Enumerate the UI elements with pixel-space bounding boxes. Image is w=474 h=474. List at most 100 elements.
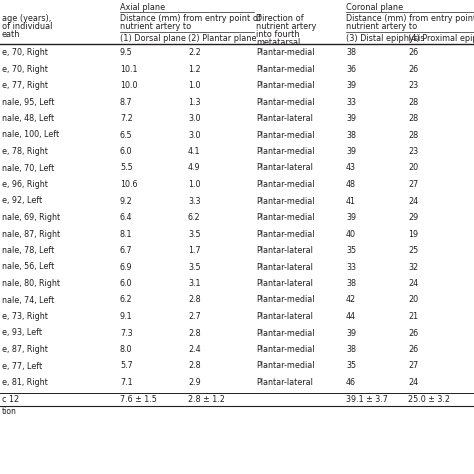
Text: Plantar-lateral: Plantar-lateral	[256, 246, 313, 255]
Text: 9.5: 9.5	[120, 48, 133, 57]
Text: 39: 39	[346, 147, 356, 156]
Text: Plantar-medial: Plantar-medial	[256, 328, 315, 337]
Text: into fourth: into fourth	[256, 30, 300, 39]
Text: e, 93, Left: e, 93, Left	[2, 328, 42, 337]
Text: 3.5: 3.5	[188, 229, 201, 238]
Text: Plantar-medial: Plantar-medial	[256, 98, 315, 107]
Text: Plantar-medial: Plantar-medial	[256, 213, 315, 222]
Text: 1.0: 1.0	[188, 180, 201, 189]
Text: Plantar-medial: Plantar-medial	[256, 345, 315, 354]
Text: 39: 39	[346, 114, 356, 123]
Text: Plantar-medial: Plantar-medial	[256, 295, 315, 304]
Text: nutrient artery: nutrient artery	[256, 22, 316, 31]
Text: 2.8: 2.8	[188, 295, 201, 304]
Text: 6.0: 6.0	[120, 147, 133, 156]
Text: nale, 69, Right: nale, 69, Right	[2, 213, 60, 222]
Text: Plantar-medial: Plantar-medial	[256, 48, 315, 57]
Text: 5.5: 5.5	[120, 164, 133, 173]
Text: nale, 70, Left: nale, 70, Left	[2, 164, 54, 173]
Text: 39: 39	[346, 81, 356, 90]
Text: 26: 26	[408, 48, 418, 57]
Text: Plantar-medial: Plantar-medial	[256, 81, 315, 90]
Text: 3.3: 3.3	[188, 197, 201, 206]
Text: 6.0: 6.0	[120, 279, 133, 288]
Text: 8.0: 8.0	[120, 345, 133, 354]
Text: 6.5: 6.5	[120, 130, 133, 139]
Text: nale, 87, Right: nale, 87, Right	[2, 229, 60, 238]
Text: Plantar-medial: Plantar-medial	[256, 180, 315, 189]
Text: 4.9: 4.9	[188, 164, 201, 173]
Text: 24: 24	[408, 197, 418, 206]
Text: e, 78, Right: e, 78, Right	[2, 147, 48, 156]
Text: 2.8 ± 1.2: 2.8 ± 1.2	[188, 394, 225, 403]
Text: Plantar-lateral: Plantar-lateral	[256, 164, 313, 173]
Text: 38: 38	[346, 48, 356, 57]
Text: 7.2: 7.2	[120, 114, 133, 123]
Text: 27: 27	[408, 362, 418, 371]
Text: 24: 24	[408, 378, 418, 387]
Text: e, 87, Right: e, 87, Right	[2, 345, 48, 354]
Text: 20: 20	[408, 295, 418, 304]
Text: 4.1: 4.1	[188, 147, 201, 156]
Text: 33: 33	[346, 98, 356, 107]
Text: 8.1: 8.1	[120, 229, 133, 238]
Text: e, 70, Right: e, 70, Right	[2, 48, 48, 57]
Text: 42: 42	[346, 295, 356, 304]
Text: nale, 100, Left: nale, 100, Left	[2, 130, 59, 139]
Text: 21: 21	[408, 312, 418, 321]
Text: 26: 26	[408, 345, 418, 354]
Text: 2.2: 2.2	[188, 48, 201, 57]
Text: nutrient artery to: nutrient artery to	[346, 22, 417, 31]
Text: 10.1: 10.1	[120, 64, 137, 73]
Text: e, 81, Right: e, 81, Right	[2, 378, 48, 387]
Text: nale, 95, Left: nale, 95, Left	[2, 98, 55, 107]
Text: Distance (mm) from entry point of: Distance (mm) from entry point of	[120, 14, 261, 23]
Text: Plantar-medial: Plantar-medial	[256, 362, 315, 371]
Text: e, 73, Right: e, 73, Right	[2, 312, 48, 321]
Text: 28: 28	[408, 130, 418, 139]
Text: 1.3: 1.3	[188, 98, 201, 107]
Text: (3) Distal epiphysis: (3) Distal epiphysis	[346, 34, 425, 43]
Text: 48: 48	[346, 180, 356, 189]
Text: 9.2: 9.2	[120, 197, 133, 206]
Text: 36: 36	[346, 64, 356, 73]
Text: 44: 44	[346, 312, 356, 321]
Text: 26: 26	[408, 64, 418, 73]
Text: 38: 38	[346, 345, 356, 354]
Text: 38: 38	[346, 130, 356, 139]
Text: e, 70, Right: e, 70, Right	[2, 64, 48, 73]
Text: 6.7: 6.7	[120, 246, 133, 255]
Text: 2.8: 2.8	[188, 362, 201, 371]
Text: Plantar-medial: Plantar-medial	[256, 64, 315, 73]
Text: 35: 35	[346, 246, 356, 255]
Text: 6.2: 6.2	[188, 213, 201, 222]
Text: 8.7: 8.7	[120, 98, 133, 107]
Text: metatarsal: metatarsal	[256, 38, 300, 47]
Text: Plantar-medial: Plantar-medial	[256, 197, 315, 206]
Text: Plantar-lateral: Plantar-lateral	[256, 114, 313, 123]
Text: nale, 80, Right: nale, 80, Right	[2, 279, 60, 288]
Text: Plantar-lateral: Plantar-lateral	[256, 378, 313, 387]
Text: 39: 39	[346, 328, 356, 337]
Text: 2.8: 2.8	[188, 328, 201, 337]
Text: 25: 25	[408, 246, 418, 255]
Text: 23: 23	[408, 81, 418, 90]
Text: 32: 32	[408, 263, 418, 272]
Text: 3.0: 3.0	[188, 114, 201, 123]
Text: 6.9: 6.9	[120, 263, 133, 272]
Text: eath: eath	[2, 30, 20, 39]
Text: Axial plane: Axial plane	[120, 3, 165, 12]
Text: tion: tion	[2, 408, 17, 417]
Text: Plantar-medial: Plantar-medial	[256, 130, 315, 139]
Text: Plantar-lateral: Plantar-lateral	[256, 263, 313, 272]
Text: (4) Proximal epiphysis: (4) Proximal epiphysis	[408, 34, 474, 43]
Text: 10.6: 10.6	[120, 180, 137, 189]
Text: 7.3: 7.3	[120, 328, 133, 337]
Text: 28: 28	[408, 98, 418, 107]
Text: 46: 46	[346, 378, 356, 387]
Text: 38: 38	[346, 279, 356, 288]
Text: 3.1: 3.1	[188, 279, 201, 288]
Text: Plantar-lateral: Plantar-lateral	[256, 312, 313, 321]
Text: 19: 19	[408, 229, 418, 238]
Text: 39.1 ± 3.7: 39.1 ± 3.7	[346, 394, 388, 403]
